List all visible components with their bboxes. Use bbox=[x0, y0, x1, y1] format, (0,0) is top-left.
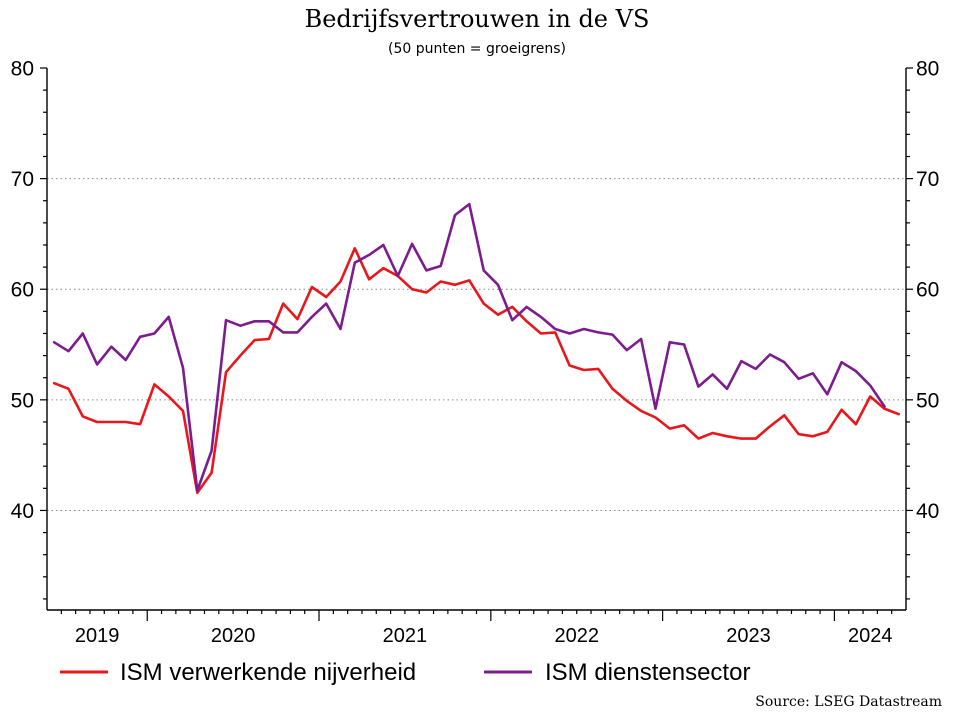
source-note: Source: LSEG Datastream bbox=[755, 694, 942, 710]
x-tick-label-2024: 2024 bbox=[848, 625, 893, 647]
series-group bbox=[52, 202, 901, 495]
y-axis-left: 40 50 60 70 80 bbox=[11, 58, 47, 600]
y-tick-label-right: 40 bbox=[916, 500, 939, 523]
legend-label-services: ISM dienstensector bbox=[545, 659, 750, 686]
x-tick-label-2023: 2023 bbox=[726, 625, 771, 647]
chart-subtitle: (50 punten = groeigrens) bbox=[388, 41, 566, 57]
y-axis-right: 40 50 60 70 80 bbox=[906, 58, 939, 600]
y-tick-label-left: 70 bbox=[11, 168, 34, 191]
y-tick-label-right: 50 bbox=[916, 389, 939, 412]
y-tick-label-right: 70 bbox=[916, 168, 939, 191]
x-axis: 2019 2020 2021 2022 2023 2024 bbox=[60, 610, 893, 647]
series-line-ism-dienstensector bbox=[52, 202, 886, 492]
y-tick-label-left: 60 bbox=[11, 279, 34, 302]
legend-label-manufacturing: ISM verwerkende nijverheid bbox=[120, 659, 416, 686]
x-tick-label-2021: 2021 bbox=[383, 625, 428, 647]
chart-title: Bedrijfsvertrouwen in de VS bbox=[305, 5, 650, 33]
y-tick-label-right: 80 bbox=[916, 58, 939, 81]
gridlines bbox=[47, 178, 906, 511]
x-tick-label-2019: 2019 bbox=[75, 625, 120, 647]
y-tick-label-left: 40 bbox=[11, 500, 34, 523]
y-tick-label-right: 60 bbox=[916, 279, 939, 302]
x-tick-label-2022: 2022 bbox=[554, 625, 599, 647]
y-tick-label-left: 80 bbox=[11, 58, 34, 81]
series-line-ism-verwerkende-nijverheid bbox=[52, 247, 901, 495]
legend: ISM verwerkende nijverheid ISM dienstens… bbox=[60, 659, 750, 686]
y-tick-label-left: 50 bbox=[11, 389, 34, 412]
x-tick-label-2020: 2020 bbox=[211, 625, 256, 647]
